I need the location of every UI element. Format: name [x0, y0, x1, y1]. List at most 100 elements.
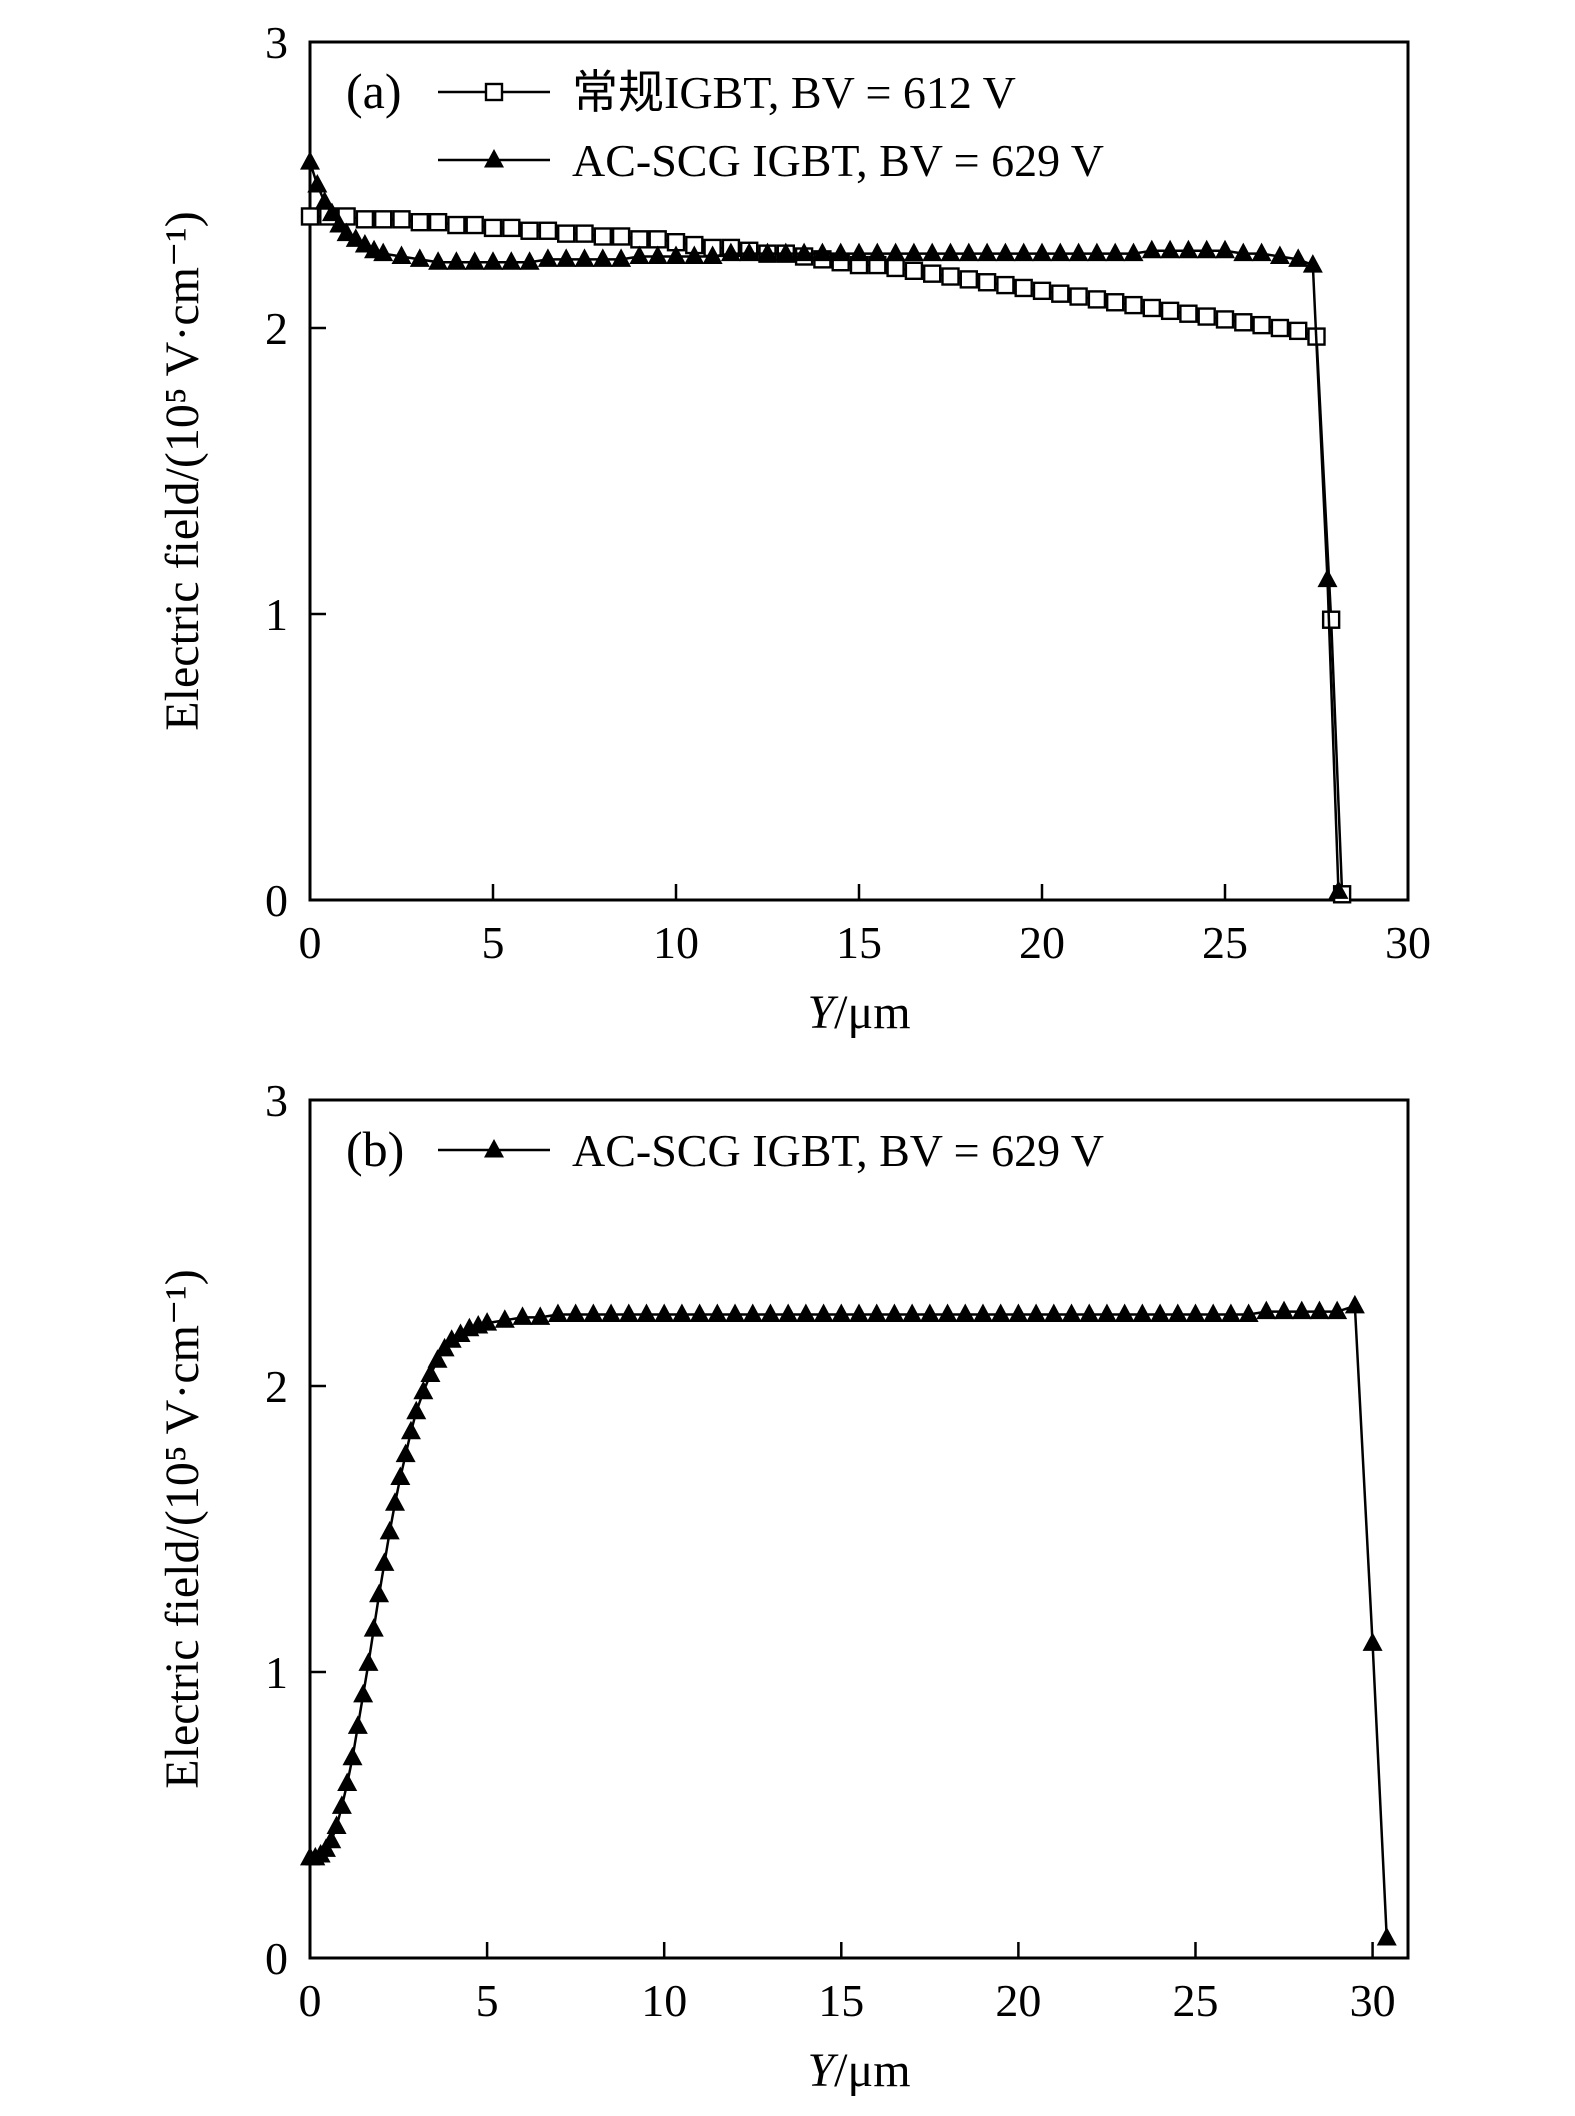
- marker-filled-triangle: [1251, 242, 1272, 262]
- marker-open-square: [483, 218, 503, 238]
- marker-filled-triangle: [1178, 239, 1199, 259]
- marker-filled-triangle: [501, 251, 522, 270]
- marker-filled-triangle: [903, 242, 924, 262]
- marker-filled-triangle: [1123, 242, 1144, 262]
- marker-filled-triangle: [374, 1552, 395, 1571]
- marker-filled-triangle: [611, 248, 632, 267]
- marker-filled-triangle: [684, 245, 705, 264]
- marker-filled-triangle: [1032, 242, 1052, 262]
- marker-filled-triangle: [537, 248, 558, 267]
- marker-filled-triangle: [1362, 1632, 1383, 1651]
- marker-open-square: [1087, 290, 1107, 309]
- marker-filled-triangle: [629, 245, 650, 264]
- marker-open-square: [575, 224, 594, 243]
- marker-filled-triangle: [428, 251, 449, 270]
- marker-filled-triangle: [391, 245, 412, 264]
- marker-filled-triangle: [477, 1312, 498, 1331]
- marker-filled-triangle: [530, 1306, 551, 1325]
- legend-label: 常规IGBT, BV = 612 V: [572, 67, 1016, 118]
- marker-filled-triangle: [1328, 880, 1349, 899]
- marker-filled-triangle: [1288, 248, 1309, 267]
- marker-filled-triangle: [1220, 1303, 1241, 1322]
- x-tick-label: 5: [482, 917, 505, 968]
- marker-filled-triangle: [1302, 254, 1323, 273]
- marker-filled-triangle: [409, 248, 430, 267]
- marker-filled-triangle: [990, 1303, 1011, 1322]
- marker-filled-triangle: [866, 1303, 887, 1322]
- y-tick-label: 1: [265, 589, 288, 640]
- y-axis-label: Electric field/(10⁵ V·cm⁻¹): [156, 211, 209, 730]
- marker-filled-triangle: [1114, 1303, 1135, 1322]
- marker-filled-triangle: [314, 191, 335, 210]
- marker-filled-triangle: [400, 1420, 421, 1440]
- series-line: [310, 1304, 1388, 1939]
- marker-filled-triangle: [1150, 1303, 1171, 1322]
- x-axis-label: Y/μm: [807, 2044, 910, 2097]
- marker-open-square: [611, 227, 631, 246]
- marker-open-square: [1179, 304, 1198, 323]
- marker-filled-triangle: [775, 242, 796, 262]
- marker-filled-triangle: [794, 242, 815, 262]
- marker-filled-triangle: [342, 1746, 363, 1766]
- marker-open-square: [502, 218, 521, 238]
- marker-filled-triangle: [958, 242, 979, 262]
- marker-filled-triangle: [1105, 242, 1126, 262]
- marker-filled-triangle: [390, 1466, 411, 1486]
- marker-filled-triangle: [636, 1303, 657, 1322]
- marker-filled-triangle: [363, 1618, 384, 1637]
- marker-filled-triangle: [1233, 242, 1254, 262]
- marker-filled-triangle: [1196, 239, 1217, 259]
- marker-filled-triangle: [1376, 1926, 1397, 1946]
- marker-open-square: [1252, 315, 1271, 335]
- marker-filled-triangle: [813, 1303, 834, 1322]
- panel-label: (a): [346, 63, 402, 119]
- y-axis-label: Electric field/(10⁵ V·cm⁻¹): [156, 1269, 209, 1788]
- y-tick-label: 2: [265, 1361, 288, 1412]
- marker-filled-triangle: [1043, 1303, 1064, 1322]
- marker-open-square: [1051, 284, 1070, 303]
- x-tick-label: 30: [1385, 917, 1431, 968]
- marker-filled-triangle: [1238, 1303, 1259, 1322]
- marker-filled-triangle: [885, 242, 906, 262]
- marker-filled-triangle: [831, 1303, 852, 1322]
- marker-filled-triangle: [1344, 1294, 1365, 1314]
- marker-filled-triangle: [519, 251, 540, 270]
- marker-filled-triangle: [358, 1652, 379, 1671]
- y-tick-label: 1: [265, 1647, 288, 1698]
- marker-filled-triangle: [592, 248, 613, 267]
- marker-open-square: [1197, 307, 1216, 326]
- marker-filled-triangle: [884, 1303, 905, 1322]
- marker-open-square: [300, 207, 320, 226]
- marker-filled-triangle: [654, 1303, 675, 1322]
- legend-label: AC-SCG IGBT, BV = 629 V: [572, 1125, 1104, 1176]
- marker-open-square: [1215, 310, 1235, 329]
- marker-open-square: [630, 230, 649, 249]
- x-tick-label: 20: [1019, 917, 1065, 968]
- marker-filled-triangle: [830, 242, 851, 262]
- y-tick-label: 0: [265, 1933, 288, 1984]
- marker-filled-triangle: [849, 242, 869, 262]
- marker-open-square: [538, 221, 558, 240]
- marker-filled-triangle: [556, 248, 577, 267]
- marker-filled-triangle: [1132, 1303, 1153, 1322]
- marker-filled-triangle: [1068, 242, 1089, 262]
- marker-filled-triangle: [867, 242, 888, 262]
- x-tick-label: 10: [653, 917, 699, 968]
- marker-open-square: [410, 212, 429, 232]
- marker-open-square: [1288, 321, 1308, 341]
- marker-filled-triangle: [331, 1795, 352, 1814]
- marker-filled-triangle: [484, 149, 504, 168]
- marker-open-square: [1142, 298, 1162, 318]
- marker-filled-triangle: [1167, 1303, 1188, 1322]
- marker-filled-triangle: [1317, 568, 1338, 588]
- marker-filled-triangle: [1256, 1300, 1277, 1320]
- marker-filled-triangle: [484, 1139, 504, 1158]
- marker-filled-triangle: [671, 1303, 692, 1322]
- marker-filled-triangle: [795, 1303, 816, 1322]
- marker-filled-triangle: [321, 202, 342, 222]
- plot-frame: [308, 1098, 1410, 1960]
- marker-open-square: [1321, 610, 1341, 629]
- marker-filled-triangle: [757, 242, 778, 262]
- marker-filled-triangle: [601, 1303, 622, 1322]
- marker-filled-triangle: [1160, 239, 1181, 259]
